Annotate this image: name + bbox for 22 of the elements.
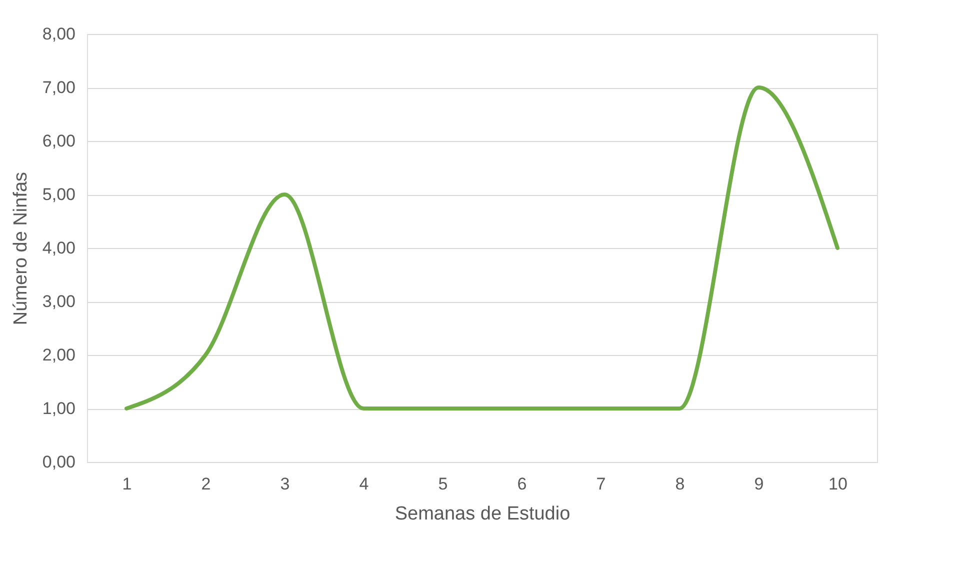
line-series: [124, 86, 840, 410]
x-tick-label: 1: [122, 474, 132, 494]
y-tick-label: 0,00: [42, 452, 76, 472]
y-tick-label: 1,00: [42, 399, 76, 418]
x-tick-label: 9: [754, 474, 764, 494]
x-tick-label: 2: [201, 474, 211, 494]
x-axis-title: Semanas de Estudio: [394, 504, 570, 524]
x-tick-label: 6: [517, 474, 527, 494]
y-tick-label: 4,00: [42, 238, 76, 258]
y-tick-label: 5,00: [42, 185, 76, 204]
x-tick-label: 5: [438, 474, 448, 494]
x-tick-label: 10: [828, 474, 848, 494]
x-tick-label: 8: [675, 474, 685, 494]
y-tick-label: 2,00: [42, 346, 76, 364]
y-tick-label: 3,00: [42, 292, 76, 311]
x-tick-label: 3: [280, 474, 290, 494]
y-tick-label: 6,00: [42, 132, 76, 150]
x-tick-label: 4: [359, 474, 369, 494]
y-tick-label: 8,00: [42, 24, 76, 44]
y-tick-label: 7,00: [42, 78, 76, 97]
x-tick-label: 7: [596, 474, 606, 494]
y-axis-title: Número de Ninfas: [10, 172, 32, 326]
